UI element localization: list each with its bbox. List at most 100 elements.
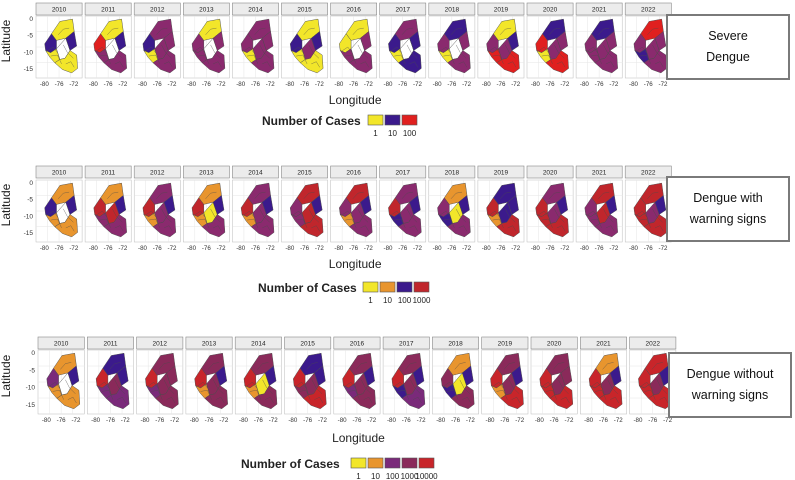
- y-tick-label: -5: [27, 33, 33, 40]
- x-tick-label: -80: [531, 81, 541, 88]
- region-border: [401, 27, 413, 35]
- region-border: [405, 362, 417, 370]
- region-border: [393, 381, 405, 389]
- map-region: [451, 385, 475, 410]
- x-tick-label: -80: [285, 245, 295, 252]
- x-tick-label: -76: [447, 81, 457, 88]
- region-border: [652, 208, 663, 223]
- region-border: [50, 54, 62, 64]
- map-region: [300, 214, 324, 238]
- year-strip: [428, 2, 476, 16]
- region-border: [144, 46, 156, 53]
- x-tick-label: -76: [300, 81, 310, 88]
- x-tick-label: -76: [202, 81, 212, 88]
- panel-label-line-2: Dengue: [706, 50, 750, 64]
- region-border: [447, 390, 459, 400]
- x-tick-label: -72: [609, 81, 619, 88]
- year-label: 2019: [494, 7, 509, 14]
- x-tick-label: -76: [398, 245, 408, 252]
- year-strip: [432, 336, 479, 350]
- region-border: [556, 225, 566, 232]
- region-border: [558, 379, 569, 394]
- year-map-2011: 2011 -80 -76 -72: [87, 336, 134, 424]
- year-map-2018: 2018 -80 -76 -72: [428, 2, 476, 88]
- year-label: 2018: [445, 7, 460, 14]
- map-region: [496, 50, 520, 74]
- region-border: [455, 208, 467, 223]
- x-tick-label: -80: [433, 245, 443, 252]
- year-map-2019: 2019 -80 -76 -72: [477, 165, 525, 252]
- year-label: 2022: [641, 7, 656, 14]
- x-tick-label: -76: [644, 81, 654, 88]
- year-map-2011: 2011 -80 -76 -72: [84, 165, 132, 252]
- map-panel-warning: Latitude 0 -5 -10 -15 2010 -80 -76 -72 2011 -80 -76…: [0, 165, 672, 305]
- year-strip: [575, 2, 623, 16]
- x-tick-label: -72: [217, 81, 227, 88]
- region-border: [401, 191, 413, 199]
- x-tick-label: -80: [285, 81, 295, 88]
- region-border: [363, 396, 373, 404]
- year-label: 2014: [248, 170, 263, 177]
- region-border: [50, 218, 62, 228]
- y-tick-label: 0: [31, 350, 35, 357]
- legend-label: 100: [386, 472, 400, 480]
- region-border: [314, 396, 324, 404]
- x-tick-label: -80: [40, 81, 50, 88]
- map-region: [447, 214, 471, 238]
- region-border: [306, 362, 318, 370]
- year-label: 2019: [494, 170, 509, 177]
- region-border: [114, 379, 125, 394]
- region-border: [101, 390, 114, 400]
- region-border: [590, 218, 602, 228]
- region-border: [647, 27, 659, 35]
- x-tick-label: -76: [349, 81, 359, 88]
- x-tick-label: -72: [118, 245, 128, 252]
- year-strip: [530, 336, 578, 350]
- year-strip: [333, 336, 381, 350]
- map-region: [65, 31, 77, 51]
- x-tick-label: -76: [55, 245, 65, 252]
- year-strip: [624, 2, 672, 16]
- region-border: [197, 218, 210, 228]
- region-border: [242, 46, 254, 53]
- region-border: [156, 27, 168, 35]
- year-strip: [330, 165, 378, 179]
- legend-label: 1: [373, 129, 378, 138]
- legend: Number of Cases 1 10 100: [262, 114, 418, 138]
- x-tick-label: -80: [89, 245, 99, 252]
- region-border: [654, 61, 664, 68]
- year-strip: [379, 165, 427, 179]
- panel-label-line-1: Dengue without: [686, 366, 774, 381]
- year-label: 2018: [445, 170, 460, 177]
- year-label: 2016: [346, 170, 361, 177]
- x-axis-title: Longitude: [329, 93, 382, 107]
- x-tick-label: -80: [236, 245, 246, 252]
- x-tick-label: -76: [648, 417, 658, 424]
- region-border: [360, 225, 369, 232]
- map-region: [103, 214, 127, 238]
- map-region: [56, 385, 81, 410]
- region-border: [213, 61, 222, 68]
- region-border: [294, 381, 307, 389]
- map-region: [212, 195, 225, 215]
- region-border: [659, 396, 669, 404]
- map-region: [507, 31, 519, 51]
- year-map-2019: 2019 -80 -76 -72: [481, 336, 529, 424]
- x-tick-label: -76: [644, 245, 654, 252]
- x-tick-label: -80: [239, 417, 249, 424]
- year-label: 2012: [150, 170, 165, 177]
- year-map-2018: 2018 -80 -76 -72: [428, 165, 476, 252]
- region-border: [605, 61, 615, 68]
- region-border: [439, 210, 451, 217]
- region-border: [95, 210, 107, 217]
- map-region: [349, 50, 373, 74]
- year-strip: [579, 336, 627, 350]
- x-tick-label: -80: [436, 417, 446, 424]
- region-border: [210, 208, 221, 223]
- x-tick-label: -76: [251, 245, 261, 252]
- x-tick-label: -80: [187, 81, 197, 88]
- year-label: 2013: [202, 341, 217, 348]
- year-strip: [428, 165, 476, 179]
- x-tick-label: -80: [338, 417, 348, 424]
- x-tick-label: -80: [629, 81, 639, 88]
